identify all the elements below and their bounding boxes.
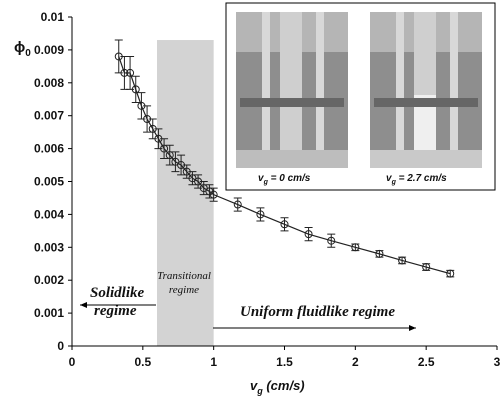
x-tick-label: 0 — [69, 355, 76, 369]
caption-rest: = 0 cm/s — [268, 173, 311, 184]
error-bar — [199, 181, 208, 196]
data-point — [446, 269, 455, 278]
y-tick-label: 0.009 — [34, 43, 64, 57]
plot-area — [114, 39, 455, 346]
photo-part — [396, 12, 404, 168]
y-axis-label: ϕ0 — [14, 39, 31, 59]
data-point — [209, 190, 218, 199]
error-bar — [327, 233, 336, 248]
annotation: regime — [94, 303, 137, 319]
y-label-symbol: ϕ — [14, 39, 25, 56]
photo-part — [316, 12, 324, 168]
shaded-region — [157, 40, 214, 346]
error-bar — [209, 187, 218, 202]
photo-part — [370, 150, 482, 168]
annotation: Solidlike — [90, 285, 145, 301]
x-tick-label: 1.5 — [276, 355, 293, 369]
photo-part — [374, 98, 478, 107]
caption-symbol: v — [386, 173, 393, 184]
data-point — [160, 144, 169, 153]
y-tick-label: 0.003 — [34, 240, 64, 254]
annotation: Transitional — [157, 270, 211, 282]
y-tick-label: 0.001 — [34, 306, 64, 320]
x-tick-label: 3 — [494, 355, 500, 369]
annotation: regime — [169, 284, 199, 296]
y-tick-label: 0.004 — [34, 207, 64, 221]
data-point — [256, 210, 265, 219]
caption-rest: = 2.7 cm/s — [396, 173, 447, 184]
y-tick-label: 0.008 — [34, 76, 64, 90]
error-bar — [165, 144, 174, 166]
y-tick-label: 0.002 — [34, 273, 64, 287]
data-point — [233, 200, 242, 209]
x-label-sub: g — [256, 386, 263, 396]
data-point — [126, 68, 135, 77]
error-bar — [154, 128, 163, 150]
x-axis-label: vg (cm/s) — [250, 378, 305, 396]
data-point — [375, 249, 384, 258]
inset-caption: vg = 2.7 cm/s — [386, 173, 447, 186]
error-bar — [137, 92, 146, 120]
arrow-head — [80, 302, 87, 308]
caption-symbol: v — [258, 173, 265, 184]
error-bar — [304, 227, 313, 242]
y-label-sub: 0 — [25, 48, 31, 59]
photo-part — [414, 95, 436, 160]
error-bar — [177, 154, 186, 176]
annotation: Uniform fluidlike regime — [240, 304, 395, 320]
x-tick-label: 0.5 — [134, 355, 151, 369]
data-point — [280, 220, 289, 229]
x-label-symbol: v — [250, 378, 258, 393]
error-bar — [160, 138, 169, 159]
photo-part — [262, 12, 270, 168]
data-point — [422, 263, 431, 272]
data-point — [304, 230, 313, 239]
error-bar — [233, 197, 242, 212]
photo-part — [280, 12, 302, 162]
photo — [236, 12, 348, 168]
caption-sub: g — [263, 179, 269, 186]
y-tick-label: 0 — [57, 339, 64, 353]
error-bar — [280, 217, 289, 232]
x-tick-label: 2 — [352, 355, 359, 369]
data-point — [131, 85, 140, 94]
inset-caption: vg = 0 cm/s — [258, 173, 311, 186]
caption-sub: g — [391, 179, 397, 186]
error-bar — [131, 75, 140, 104]
error-bar — [188, 171, 197, 186]
data-point — [120, 68, 129, 77]
photo-part — [450, 12, 458, 168]
x-label-rest: (cm/s) — [263, 378, 305, 393]
photo — [370, 12, 482, 168]
photo-part — [240, 98, 344, 107]
y-tick-label: 0.005 — [34, 175, 64, 189]
error-bar — [171, 151, 180, 173]
error-bar — [143, 105, 152, 133]
x-tick-label: 1 — [210, 355, 217, 369]
data-point — [165, 151, 174, 160]
arrow-head — [409, 325, 416, 331]
y-tick-label: 0.006 — [34, 142, 64, 156]
data-point — [398, 256, 407, 265]
data-point — [351, 243, 360, 252]
data-point — [327, 236, 336, 245]
y-tick-label: 0.01 — [41, 10, 65, 24]
inset: vg = 0 cm/s vg = 2.7 cm/s — [225, 2, 496, 191]
y-tick-label: 0.007 — [34, 109, 64, 123]
error-bar — [256, 207, 265, 222]
photo-part — [236, 150, 348, 168]
x-tick-label: 2.5 — [418, 355, 435, 369]
